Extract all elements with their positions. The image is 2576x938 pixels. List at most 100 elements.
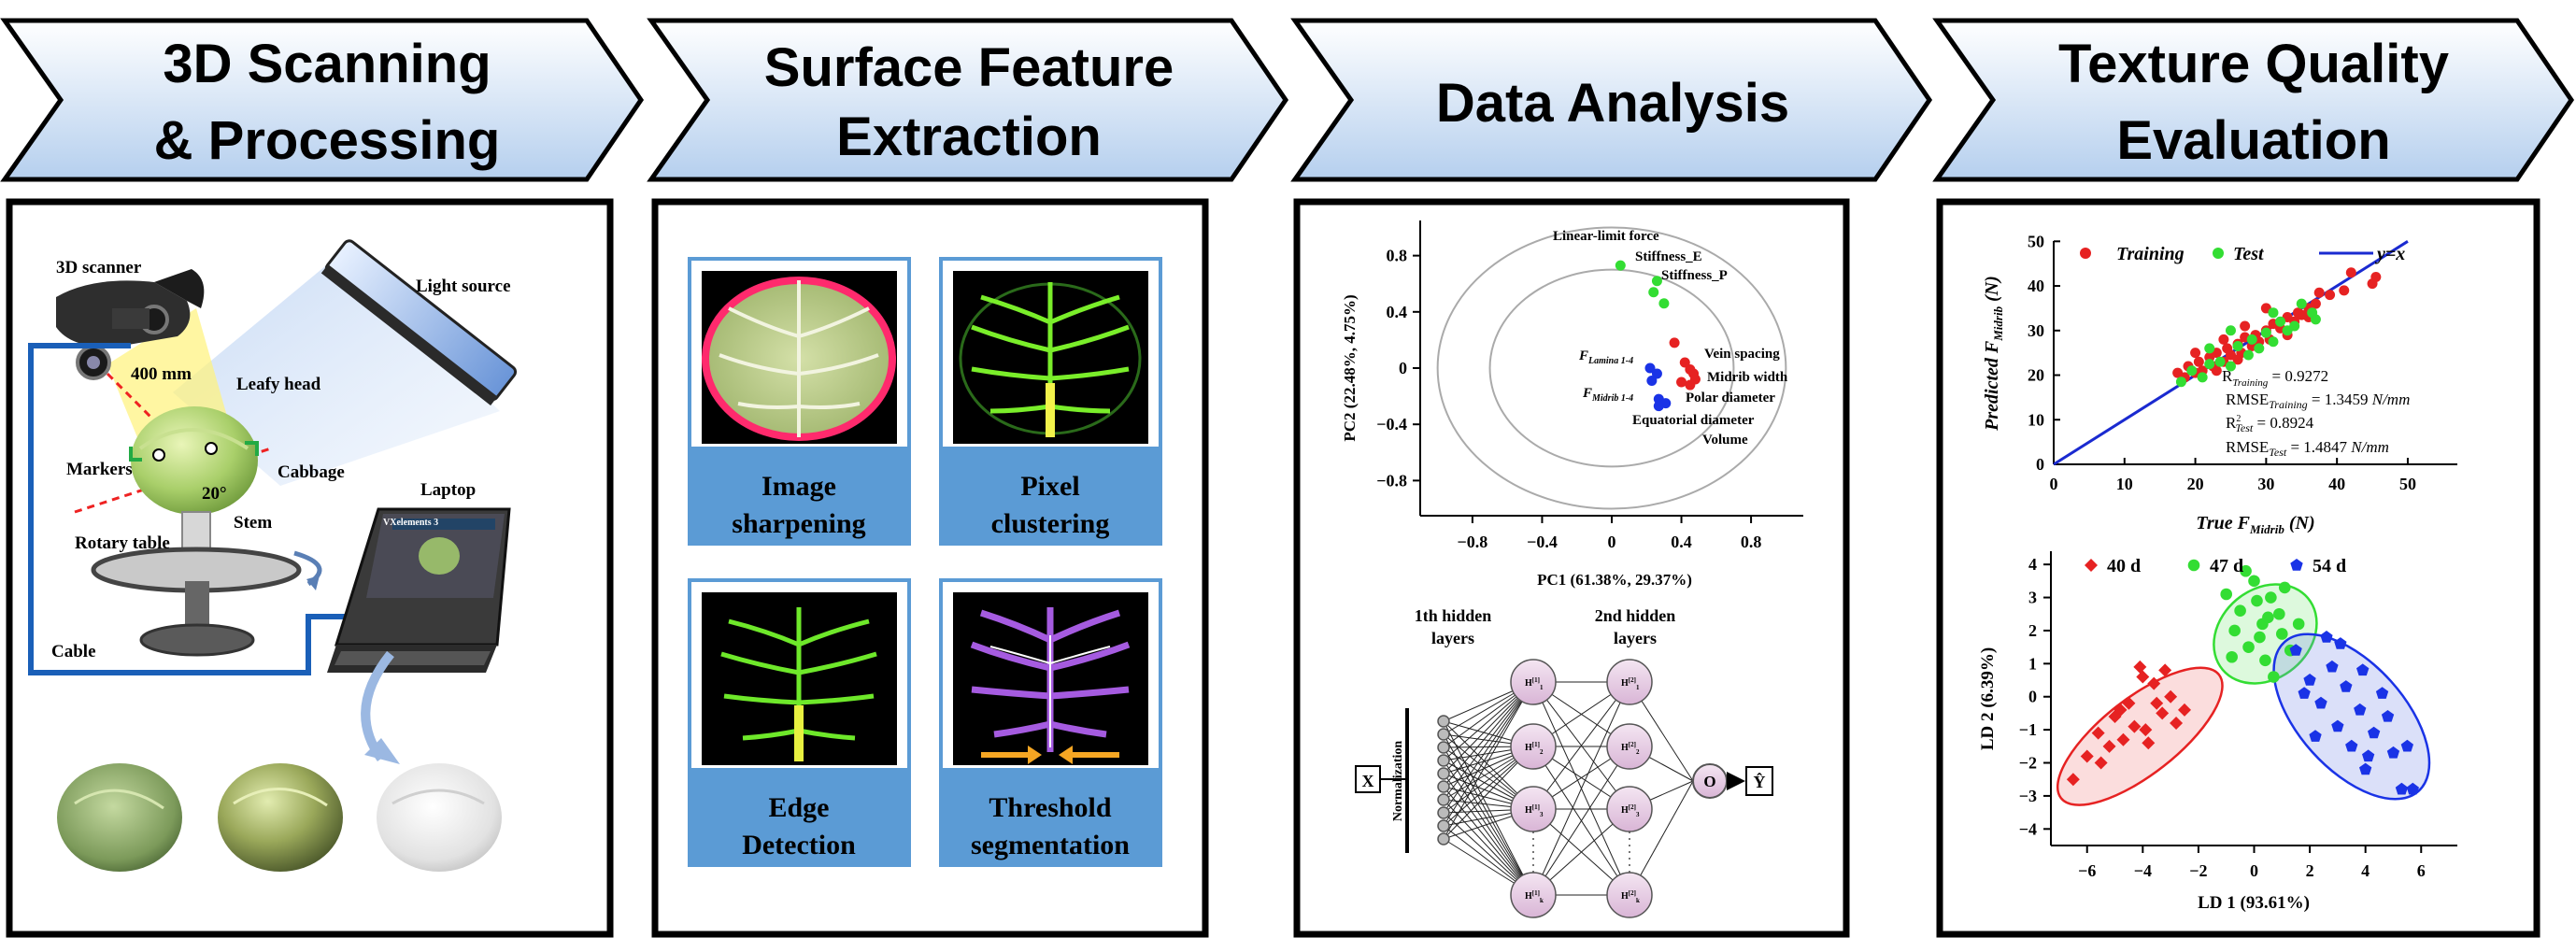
nn-layer1-title-1: 1th hidden [1415,606,1492,625]
pca-f-midrib-base: F [1582,386,1592,401]
stage-1-title-line1: 3D Scanning [163,34,491,94]
nn-normalization-bracket [1405,708,1409,853]
stage-arrows [0,18,2575,182]
pca-label-f-lamina: FLamina 1-4 [1578,348,1633,366]
reg-stat-r2-test-value: = 0.8924 [2253,414,2313,432]
reg-x-tick-label: 50 [2399,475,2416,493]
panel-evaluation [1936,198,2540,938]
reg-x-label-sub: Midrib [2249,522,2284,536]
stage-4-title-line2: Evaluation [2116,110,2390,171]
nn-layer2-title-1: 2nd hidden [1595,606,1676,625]
reg-legend-training-marker [2080,248,2091,259]
nn-hidden-node-label: H[1]3 [1525,803,1544,818]
lda-point [2228,624,2241,637]
nn-hidden-node [1606,872,1653,918]
reg-y-label-unit: (N) [1982,276,2002,306]
pca-point [1669,337,1680,348]
marker-left-icon [152,448,165,462]
lda-legend-marker [2187,559,2200,572]
lda-point [2309,730,2322,742]
reg-test-point [2204,343,2215,354]
pca-point [1676,377,1687,388]
scan-result-mesh-icon [377,763,502,872]
nn-edge [1443,746,1534,896]
reg-training-point [2367,278,2378,290]
pca-y-tick-label: 0 [1399,359,1407,377]
reg-stat-rmse-train-value: = 1.3459 [2308,391,2372,408]
nn-hidden-node [1510,723,1557,770]
reg-test-point [2296,298,2307,309]
reg-test-point [2275,316,2286,327]
reg-training-point [2240,320,2251,332]
reg-stat-rmse-train-sub: Training [2269,398,2307,411]
lda-y-tick-label: −2 [2019,754,2037,773]
lda-confidence-ellipse [2056,666,2224,806]
label-cable: Cable [51,642,96,661]
lda-y-label: LD 2 (6.39%) [1978,647,1998,750]
reg-x-label-unit: (N) [2284,513,2315,533]
reg-training-point [2325,290,2336,301]
lda-point [2314,696,2327,709]
cable-line [28,343,364,675]
lda-point [2265,591,2277,604]
pca-x-label: PC1 (61.38%, 29.37%) [1537,571,1692,589]
step-box-sharpening [691,447,907,542]
stage-arrow-1 [0,18,645,182]
pca-label-stiffness-p: Stiffness_P [1661,268,1728,283]
reg-x-label: True FMidrib (N) [2196,513,2314,536]
light-beam [173,257,500,486]
reg-y-label-sub: Midrib [1991,306,2005,341]
reg-stat-r2-test-sup: 2 [2236,414,2241,424]
light-source-icon [320,239,518,405]
label-angle: 20° [202,484,227,504]
nn-input-node [1437,767,1450,780]
pca-point [1644,362,1656,374]
lda-point [2240,564,2252,577]
reg-training-point [2313,287,2325,298]
nn-input-node [1437,780,1450,793]
lda-y-tick-label: 0 [2028,688,2037,706]
nn-edge [1443,681,1534,801]
nn-output-label: Ŷ [1754,772,1766,791]
pca-label-linear-limit: Linear-limit force [1553,229,1659,244]
nn-edge [1443,681,1534,814]
lda-point [2356,663,2370,676]
step-label-threshold-1: Threshold [989,792,1111,823]
reg-stat-rmse-train-label: RMSE [2226,391,2269,408]
neural-network: H[1]1 H[1]2 H[1]3 H[1]k H[2]1 H[2]2 H[2]3 H[2]k [1355,659,1773,918]
reg-legend-line: y=x [2375,244,2405,264]
lda-y-tick-label: 4 [2028,555,2037,574]
pca-y-tick-label: 0.4 [1387,303,1408,321]
reg-y-label-base: Predicted F [1982,340,2002,432]
nn-input-node [1437,832,1450,846]
lda-point [2147,676,2161,690]
distance-line [106,372,175,441]
pca-point [1653,401,1664,412]
reg-test-point [2232,341,2243,351]
reg-test-point [2268,336,2279,348]
label-scanner: 3D scanner [56,258,142,277]
pca-point [1615,260,1626,271]
nn-input-label: X [1362,772,1374,790]
lda-point [2386,746,2400,759]
lda-y-tick-label: 3 [2028,589,2037,607]
stage-4-title-line1: Texture Quality [2058,34,2449,94]
regression-chart: 0 10 20 30 40 50 0 10 20 30 40 50 [2028,232,2457,493]
reg-legend-test: Test [2233,244,2265,264]
lda-point [2122,696,2136,710]
lda-point [2254,631,2266,644]
reg-x-tick-label: 0 [2050,475,2058,493]
reg-training-point [2218,334,2229,345]
pca-label-f-midrib: FMidrib 1-4 [1582,386,1633,404]
pca-y-label: PC2 (22.48%, 4.75%) [1341,294,1359,441]
lda-x-tick-label: 4 [2361,861,2370,880]
pca-x-tick-label: −0.4 [1527,533,1558,551]
pca-f-lamina-base: F [1578,348,1588,363]
stage-1-title-line2: & Processing [154,110,501,171]
reg-test-point [2254,343,2265,354]
reg-stat-rmse-test-unit: N/mm [2350,438,2389,456]
label-rotary-table: Rotary table [75,533,170,553]
lda-x-tick-label: 6 [2417,861,2426,880]
nn-edge [1443,760,1534,896]
step-label-clustering-2: clustering [991,508,1110,539]
